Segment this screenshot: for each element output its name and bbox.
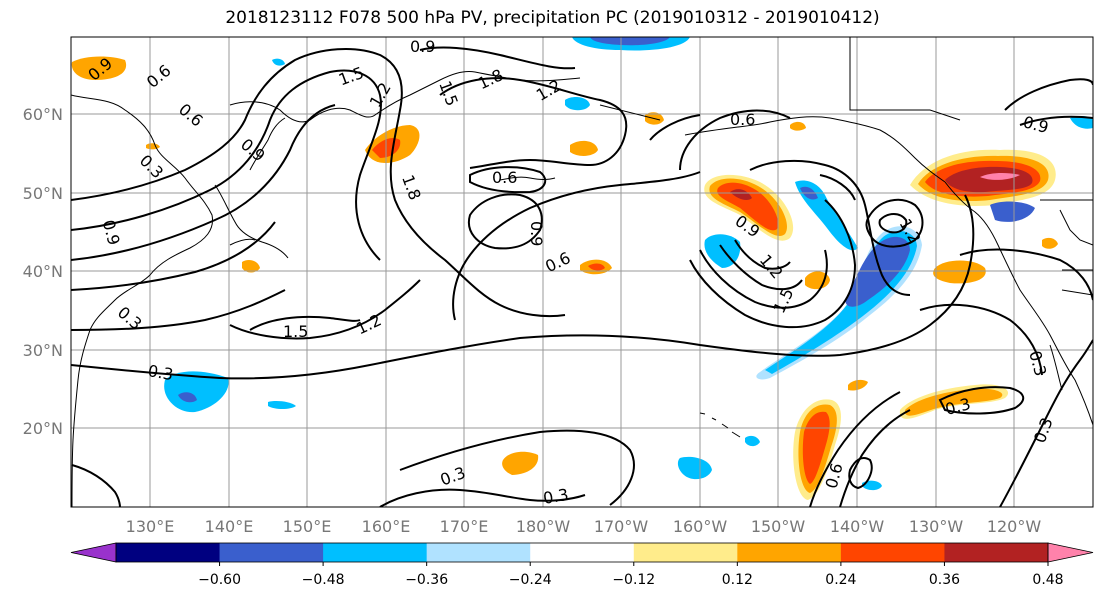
colorbar-extend-min (70, 542, 117, 563)
colorbar-tick-label: −0.24 (509, 572, 552, 588)
lon-label: 170°E (440, 517, 489, 536)
lon-label: 170°W (594, 517, 649, 536)
lon-label: 140°W (830, 517, 885, 536)
map-frame (70, 36, 1094, 508)
colorbar-tick-label: −0.12 (612, 572, 655, 588)
colorbar-segment (840, 543, 945, 562)
contour-label: 0.9 (527, 221, 546, 246)
colorbar-extend-max (1047, 542, 1094, 563)
lon-label: 160°W (673, 517, 728, 536)
lat-labels: 60°N 50°N 40°N 30°N 20°N (23, 105, 63, 438)
lon-labels: 130°E 140°E 150°E 160°E 170°E 180°W 170°… (126, 517, 1042, 536)
colorbar-tick-label: 0.48 (1032, 572, 1063, 588)
lat-label: 40°N (23, 262, 63, 281)
colorbar-tick-label: 0.36 (929, 572, 960, 588)
contour-label: 0.3 (542, 485, 570, 508)
colorbar-tick-label: −0.48 (302, 572, 345, 588)
colorbar-segment (116, 543, 221, 562)
lon-label: 130°W (909, 517, 964, 536)
lon-label: 130°E (126, 517, 175, 536)
lon-label: 120°W (987, 517, 1042, 536)
lon-label: 180°W (516, 517, 571, 536)
colorbar: −0.60 −0.48 −0.36 −0.24 −0.12 0.12 0.24 0.36 0.4… (70, 542, 1094, 588)
coastlines (71, 37, 1093, 507)
colorbar-tick-label: −0.60 (198, 572, 241, 588)
colorbar-segment (737, 543, 842, 562)
lon-label: 160°E (362, 517, 411, 536)
colorbar-outline (115, 542, 1049, 563)
contour-label: 0.9 (410, 37, 435, 56)
colorbar-tick-label: 0.12 (722, 572, 753, 588)
contour-label: 0.6 (492, 168, 517, 187)
colorbar-segment (530, 543, 635, 562)
colorbar-segment (426, 543, 531, 562)
colorbar-tick-label: −0.36 (405, 572, 448, 588)
map-title: 2018123112 F078 500 hPa PV, precipitatio… (225, 8, 880, 28)
contour-label: 1.5 (283, 322, 308, 341)
contour-label: 0.6 (730, 110, 755, 129)
pv-contours (71, 46, 1093, 507)
colorbar-segment (323, 543, 428, 562)
contour-label: 0.3 (146, 361, 174, 384)
map-frame-bg (71, 37, 1093, 507)
lon-label: 140°E (205, 517, 254, 536)
lat-label: 20°N (23, 419, 63, 438)
colorbar-tick-label: 0.24 (825, 572, 856, 588)
graticule (71, 37, 1093, 507)
lat-label: 50°N (23, 184, 63, 203)
lon-label: 150°W (751, 517, 806, 536)
colorbar-segment (633, 543, 738, 562)
lon-label: 150°E (283, 517, 332, 536)
colorbar-segment (944, 543, 1049, 562)
lat-label: 60°N (23, 105, 63, 124)
precip-positive (71, 56, 1058, 500)
colorbar-segment (219, 543, 324, 562)
lat-label: 30°N (23, 341, 63, 360)
